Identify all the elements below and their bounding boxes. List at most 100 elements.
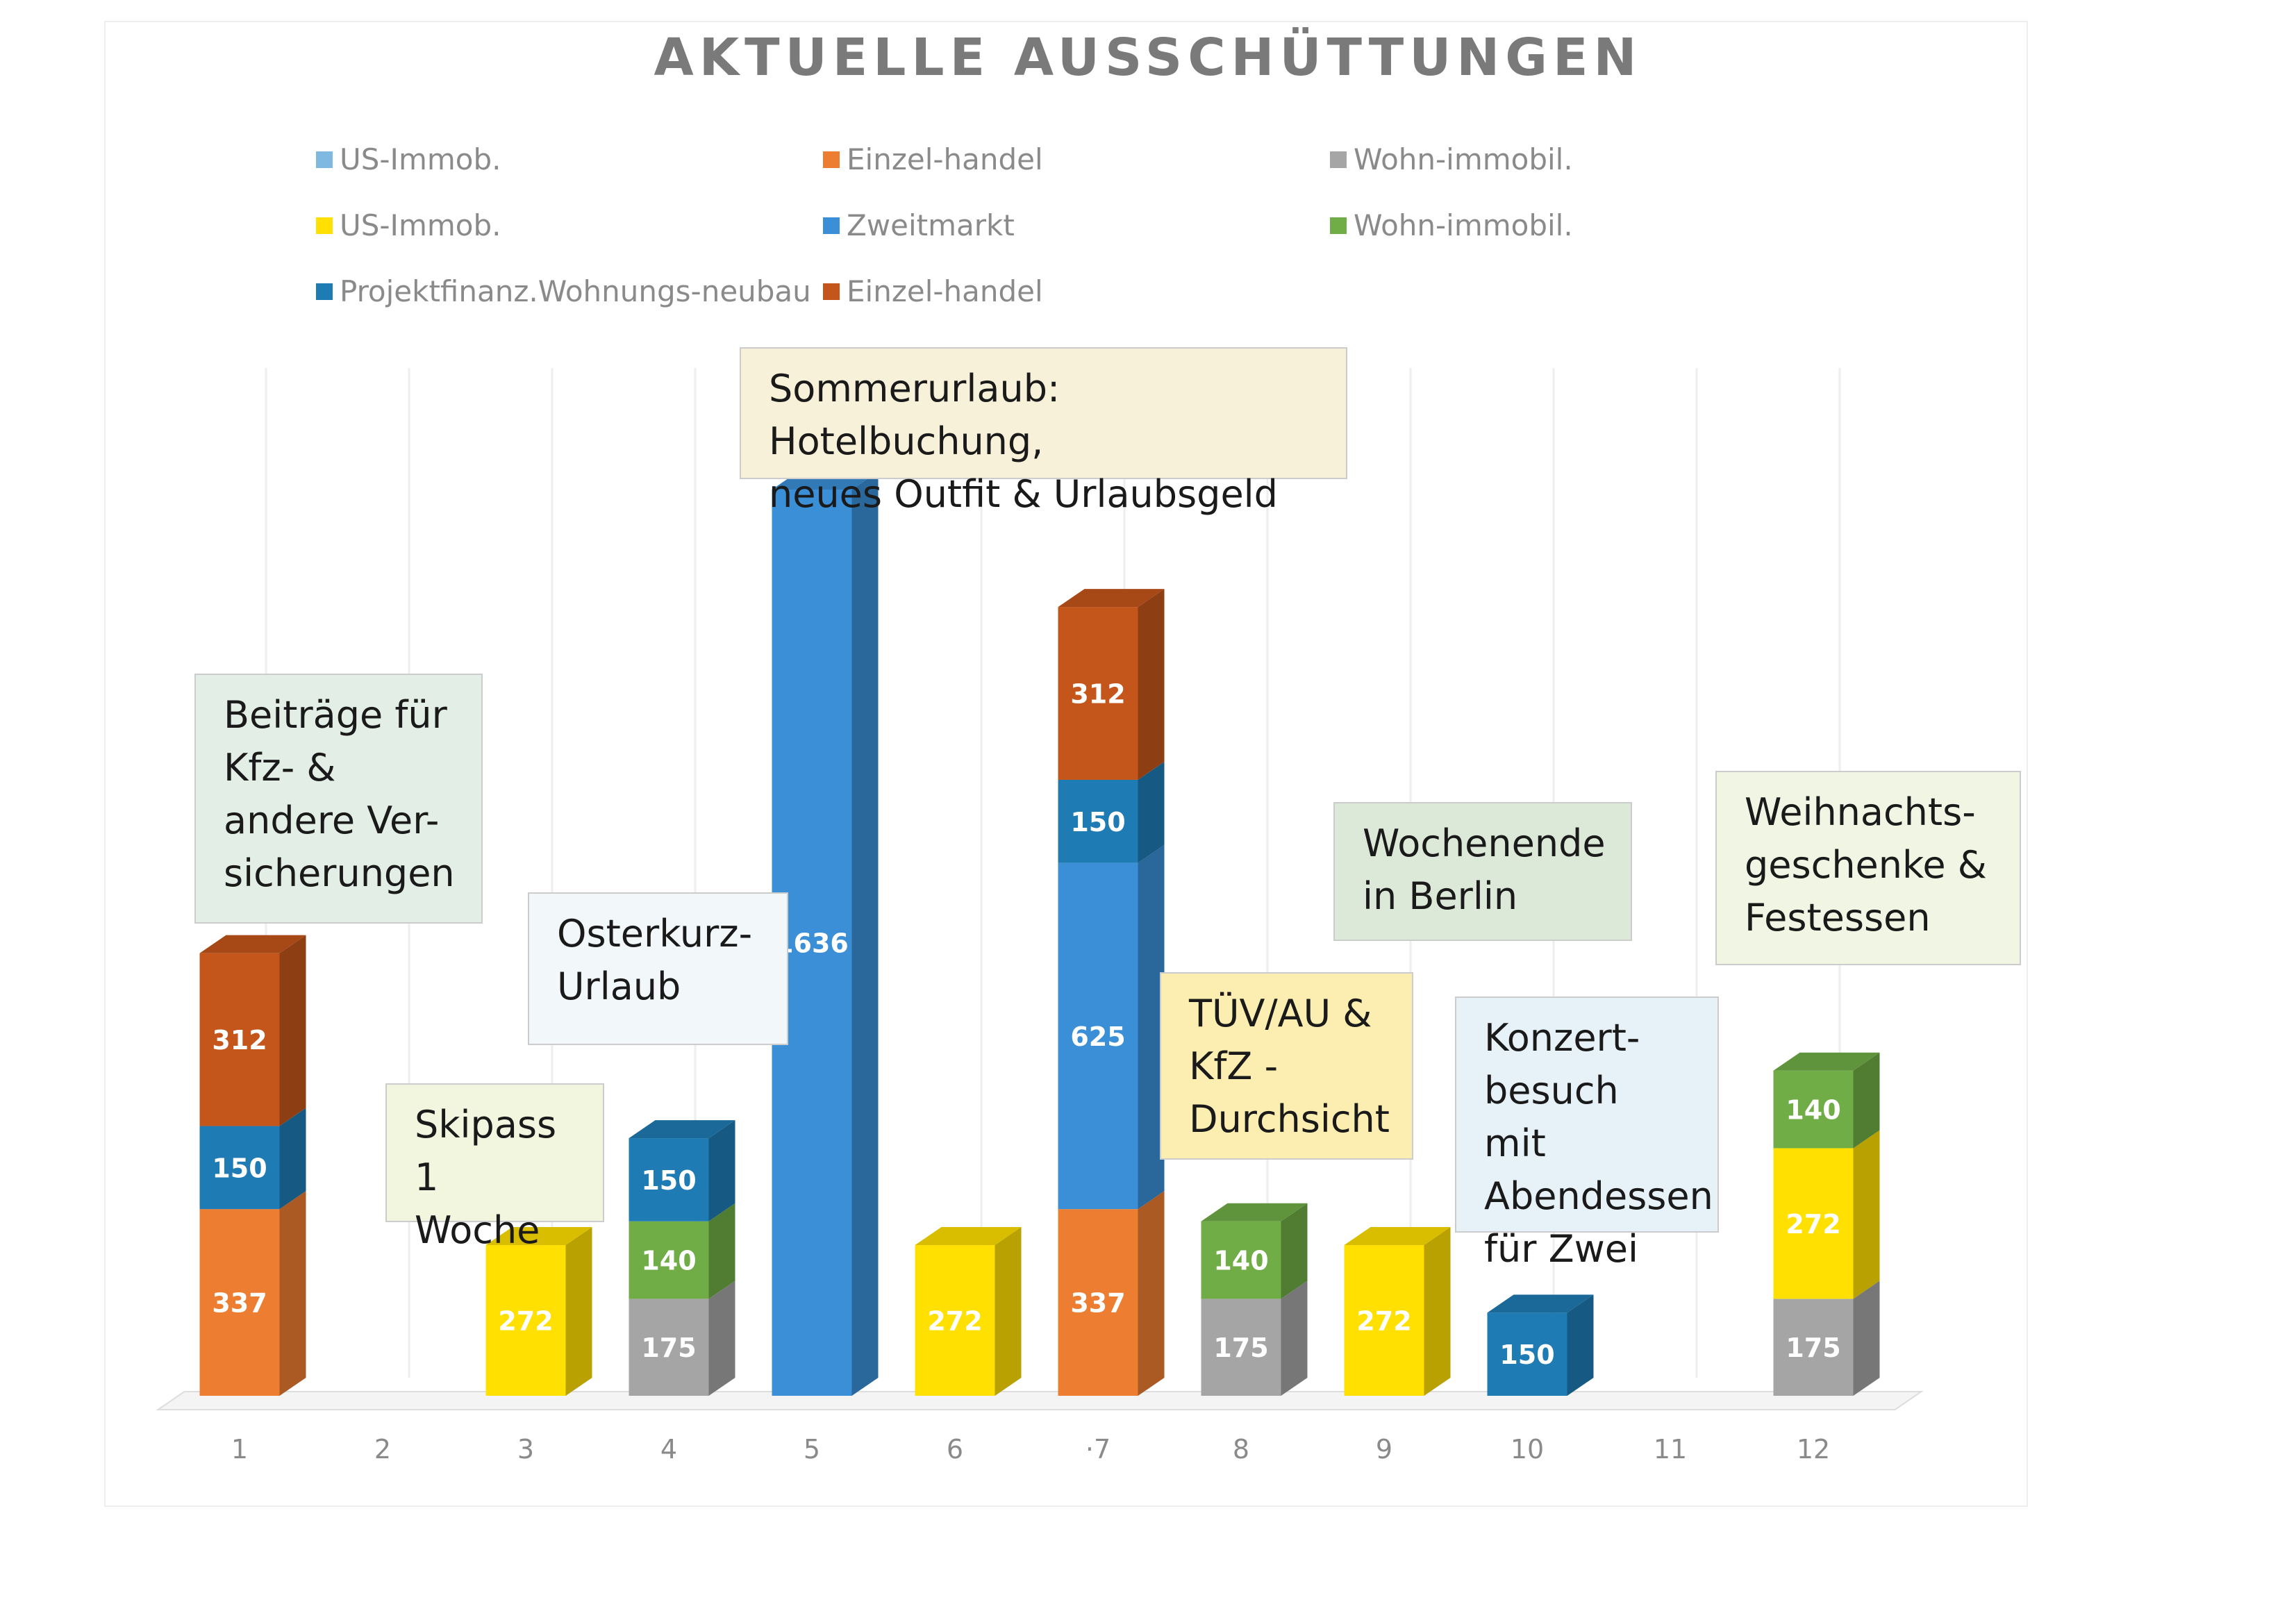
legend-swatch <box>1330 151 1347 168</box>
data-label: 140 <box>1786 1095 1840 1126</box>
data-label: 175 <box>641 1333 696 1363</box>
data-label: 140 <box>641 1246 696 1276</box>
data-label: 272 <box>927 1306 982 1337</box>
x-tick-label: 8 <box>1233 1434 1249 1465</box>
annotation-text: Wochenende in Berlin <box>1363 821 1606 918</box>
bar-segment-side <box>565 1227 592 1396</box>
bar-segment-front <box>199 1209 280 1396</box>
bar-segment-side <box>279 1191 306 1396</box>
bar-segment-front <box>629 1138 709 1221</box>
annotation-text: Osterkurz- Urlaub <box>557 912 753 1008</box>
legend-label: Wohn-immobil. <box>1354 142 1573 176</box>
legend-label: Wohn-immobil. <box>1354 208 1573 242</box>
annotation-konzert: Konzert- besuch mit Abendessen für Zwei <box>1455 996 1719 1271</box>
legend-item: Einzel-handel <box>823 274 1043 308</box>
annotation-text: Weihnachts- geschenke & Festessen <box>1745 790 1987 940</box>
x-tick-label: 5 <box>804 1434 820 1465</box>
bar-segment-side <box>1138 844 1165 1210</box>
legend-label: Einzel-handel <box>847 142 1043 176</box>
annotation-text: Sommerurlaub: Hotelbuchung, neues Outfit… <box>769 367 1278 516</box>
annotation-text: Konzert- besuch mit Abendessen für Zwei <box>1484 1016 1713 1271</box>
bar-segment-front <box>1487 1312 1567 1396</box>
x-tick-label: 1 <box>231 1434 248 1465</box>
bar-segment-side <box>1138 761 1165 863</box>
bar-segment-side <box>1853 1052 1880 1149</box>
x-tick-label: 12 <box>1797 1434 1830 1465</box>
x-tick-label: 6 <box>947 1434 963 1465</box>
bar-segment-top <box>1773 1052 1880 1071</box>
bar-segment-top <box>199 935 306 953</box>
x-tick-label: 2 <box>374 1434 391 1465</box>
bar-segment-front <box>1058 1209 1138 1396</box>
bar-segment-top <box>485 1227 592 1246</box>
annotation-berlin: Wochenende in Berlin <box>1333 802 1632 941</box>
bar-segment-front <box>1344 1245 1424 1396</box>
annotation-text: Beiträge für Kfz- & andere Ver- sicherun… <box>224 693 455 895</box>
x-tick-label: 10 <box>1511 1434 1544 1465</box>
legend-item: Einzel-handel <box>823 142 1043 176</box>
annotation-text: Skipass 1 Woche <box>415 1103 557 1252</box>
bar-segment-front <box>1773 1070 1854 1149</box>
chart-floor <box>156 1391 1924 1410</box>
bar-segment-front <box>1201 1221 1281 1299</box>
bar-segment-top <box>1487 1294 1594 1313</box>
bar-segment-top <box>629 1120 735 1139</box>
legend-swatch <box>823 283 840 300</box>
bar-segment-side <box>1281 1281 1308 1396</box>
bar-segment-side <box>1424 1227 1451 1396</box>
data-label: 175 <box>1786 1333 1840 1363</box>
legend-label: US-Immob. <box>340 142 501 176</box>
legend-label: Einzel-handel <box>847 274 1043 308</box>
legend-swatch <box>316 151 333 168</box>
legend-label: US-Immob. <box>340 208 501 242</box>
data-label: 312 <box>1070 679 1125 710</box>
legend-item: US-Immob. <box>316 142 501 176</box>
legend-item: Zweitmarkt <box>823 208 1015 242</box>
bar-segment-front <box>1773 1148 1854 1299</box>
bar-segment-front <box>1058 779 1138 863</box>
chart-title: AKTUELLE AUSSCHÜTTUNGEN <box>654 28 1642 87</box>
bar-segment-top <box>1058 589 1165 608</box>
data-label: 337 <box>212 1288 267 1319</box>
x-tick-label: 11 <box>1654 1434 1687 1465</box>
legend-swatch <box>1330 217 1347 234</box>
x-tick-label: 9 <box>1376 1434 1392 1465</box>
annotation-skipass: Skipass 1 Woche <box>385 1083 604 1252</box>
legend-item: Wohn-immobil. <box>1330 208 1573 242</box>
bar-segment-front <box>199 953 280 1126</box>
data-label: 272 <box>1356 1306 1411 1337</box>
legend-swatch <box>316 283 333 300</box>
data-label: 150 <box>641 1165 696 1196</box>
bar-segment-side <box>1138 1191 1165 1396</box>
data-label: 150 <box>1499 1340 1554 1370</box>
bar-segment-front <box>485 1245 566 1396</box>
bar-segment-front <box>915 1245 995 1396</box>
data-label: 272 <box>1786 1209 1840 1240</box>
data-label: 150 <box>212 1153 267 1183</box>
annotation-versicherungen: Beiträge für Kfz- & andere Ver- sicherun… <box>194 674 483 924</box>
bar-segment-side <box>1138 589 1165 780</box>
bar-segment-side <box>1567 1294 1594 1396</box>
legend-swatch <box>316 217 333 234</box>
annotation-text: TÜV/AU & KfZ - Durchsicht <box>1189 992 1390 1141</box>
data-label: 175 <box>1213 1333 1268 1363</box>
legend-item: Wohn-immobil. <box>1330 142 1573 176</box>
bar-segment-front <box>1201 1299 1281 1396</box>
legend-swatch <box>823 217 840 234</box>
bar-segment-side <box>1281 1203 1308 1299</box>
bar-segment-side <box>708 1203 735 1299</box>
annotation-tuev: TÜV/AU & KfZ - Durchsicht <box>1160 972 1413 1160</box>
bar-segment-front <box>1058 862 1138 1210</box>
bar-segment-side <box>279 1108 306 1210</box>
annotation-weihnachten: Weihnachts- geschenke & Festessen <box>1715 771 2021 965</box>
bar-segment-side <box>1853 1281 1880 1396</box>
legend-label: Zweitmarkt <box>847 208 1015 242</box>
legend-item: US-Immob. <box>316 208 501 242</box>
bar-segment-front <box>629 1221 709 1299</box>
x-tick-label: 3 <box>517 1434 534 1465</box>
bar-segment-side <box>708 1281 735 1396</box>
bar-segment-top <box>1344 1227 1451 1246</box>
data-label: 272 <box>498 1306 553 1337</box>
bar-segment-front <box>1773 1299 1854 1396</box>
bar-segment-side <box>708 1120 735 1221</box>
